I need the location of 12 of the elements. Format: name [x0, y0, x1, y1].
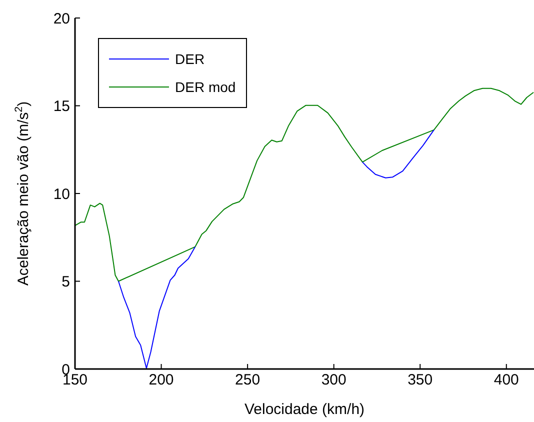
x-tick-label: 400 [494, 372, 519, 389]
x-axis-title: Velocidade (km/h) [244, 401, 365, 418]
legend-label: DER [175, 51, 205, 67]
y-tick-label: 15 [53, 98, 70, 116]
y-tick-label: 10 [53, 186, 70, 203]
x-tick-label: 200 [148, 372, 174, 389]
x-tick-label: 250 [235, 372, 260, 389]
legend-label: DER mod [175, 79, 236, 95]
y-tick-label: 5 [62, 274, 70, 291]
y-tick-label: 20 [53, 10, 70, 28]
x-tick-label: 350 [408, 372, 433, 389]
x-tick-label: 300 [321, 372, 346, 389]
